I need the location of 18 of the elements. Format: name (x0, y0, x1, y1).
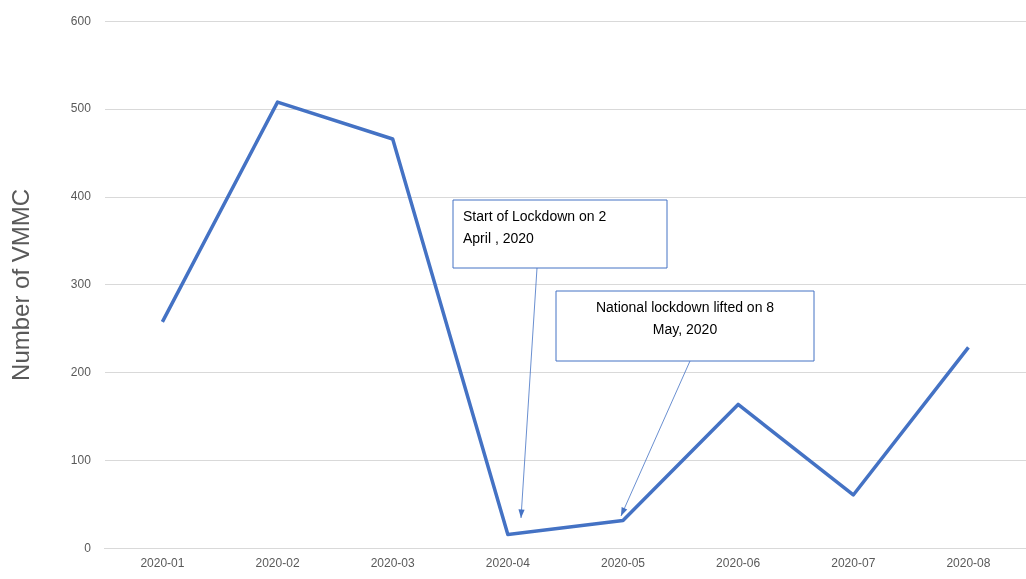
y-tick-label: 500 (70, 101, 92, 116)
x-tick-label: 2020-06 (716, 556, 761, 571)
y-tick-label: 0 (84, 540, 92, 555)
x-tick-label: 2020-04 (485, 556, 531, 571)
x-tick-label: 2020-01 (140, 556, 185, 571)
x-tick-label: 2020-02 (255, 556, 300, 571)
y-tick-label: 400 (70, 189, 92, 204)
annotation: Start of Lockdown on 2 April , 2020 (463, 207, 607, 246)
annotation: National lockdown lifted on 8 May, 2020 (595, 298, 775, 337)
y-tick-label: 600 (70, 13, 92, 28)
x-tick-label: 2020-08 (946, 556, 991, 571)
y-axis-title: Number of VMMC (7, 188, 35, 381)
x-tick-label: 2020-05 (600, 556, 646, 571)
y-tick-label: 100 (70, 453, 92, 468)
y-tick-label: 300 (70, 277, 92, 292)
x-tick-label: 2020-07 (831, 556, 876, 571)
y-tick-label: 200 (70, 365, 92, 380)
x-tick-label: 2020-03 (370, 556, 416, 571)
